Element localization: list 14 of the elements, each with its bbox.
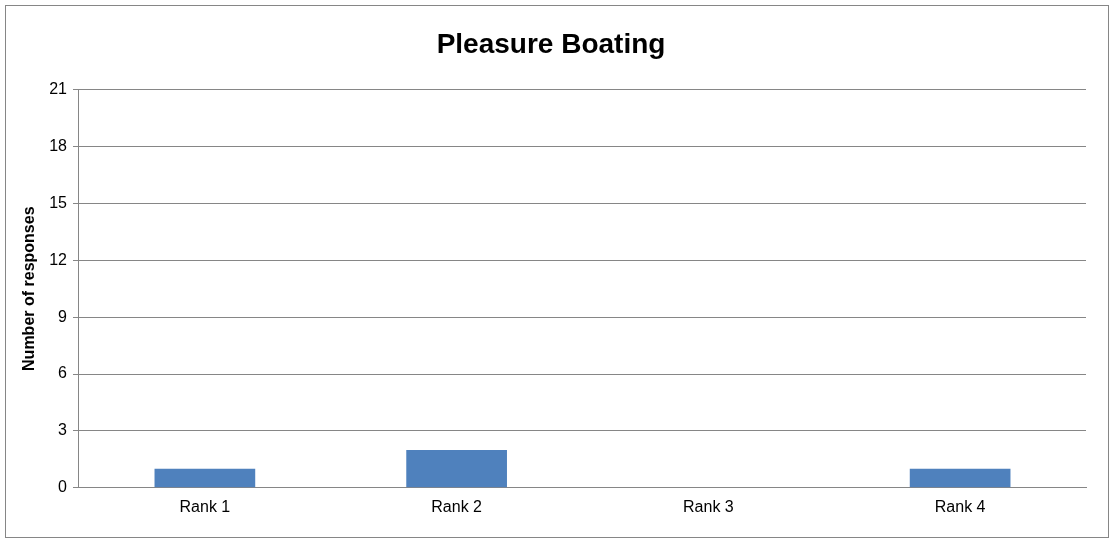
x-tick-label: Rank 4 [934, 497, 986, 515]
y-tick-label: 12 [49, 250, 68, 268]
y-tick-label: 3 [58, 421, 68, 439]
x-tick-label: Rank 1 [179, 497, 231, 515]
x-tick-label: Rank 2 [431, 497, 483, 515]
y-tick-label: 6 [58, 364, 68, 382]
chart-title: Pleasure Boating [436, 27, 666, 59]
y-axis-title: Number of responses [20, 206, 38, 371]
y-tick-label: 0 [58, 478, 68, 496]
y-tick-label: 21 [49, 80, 68, 98]
y-tick-label: 9 [58, 307, 68, 325]
y-tick-label: 15 [49, 193, 68, 211]
y-tick-label: 18 [49, 136, 68, 154]
x-tick-label: Rank 3 [683, 497, 734, 515]
